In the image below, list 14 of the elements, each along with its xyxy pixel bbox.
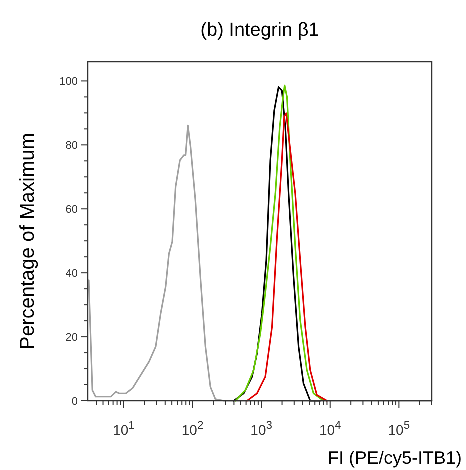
y-tick-label: 100: [60, 76, 78, 88]
x-tick-label: 10$^{1}$: [113, 420, 135, 438]
y-tick-label: 40: [66, 268, 78, 280]
x-tick-label: 10$^{4}$: [319, 420, 342, 438]
y-axis-title: Percentage of Maximum: [17, 133, 39, 350]
x-axis-title: FI (PE/cy5-ITB1): [328, 448, 462, 468]
chart-title: (b) Integrin β1: [200, 20, 320, 41]
y-tick-label: 0: [72, 396, 78, 408]
x-tick-label: 10$^{3}$: [250, 420, 272, 438]
y-tick-label: 60: [66, 204, 78, 216]
y-tick-label: 80: [66, 140, 78, 152]
x-tick-label: 10$^{2}$: [182, 420, 204, 438]
y-tick-label: 20: [66, 332, 78, 344]
x-tick-label: 10$^{5}$: [388, 420, 410, 438]
